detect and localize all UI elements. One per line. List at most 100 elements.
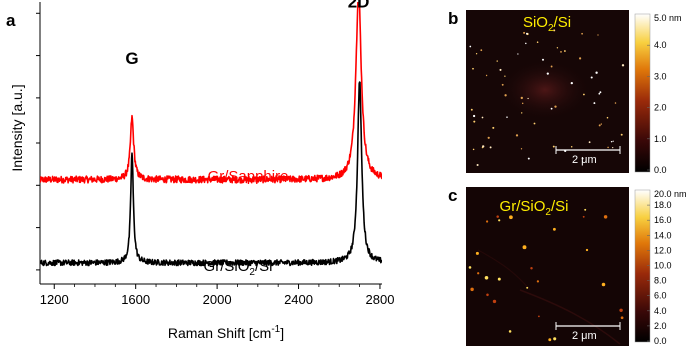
y-axis [36, 2, 41, 284]
afm-particle [536, 41, 539, 43]
afm-particle [504, 94, 507, 97]
afm-particle [533, 122, 536, 125]
peak-label-2d: 2D [348, 0, 370, 12]
colorbar-tick-label: 4.0 [654, 306, 667, 316]
afm-particle [484, 276, 489, 280]
afm-particle [563, 50, 566, 52]
afm-particle [520, 96, 523, 100]
afm-particle [619, 308, 623, 313]
afm-particle [499, 68, 502, 71]
afm-particle [610, 140, 613, 143]
afm-particle [620, 316, 624, 320]
colorbar-tick-label: 18.0 [654, 200, 672, 210]
afm-particle [492, 299, 497, 304]
colorbar-tick-label: 12.0 [654, 245, 672, 255]
colorbar-tick-label: 3.0 [654, 71, 667, 81]
afm-image-b-scale-label: 2 μm [572, 154, 597, 166]
afm-particle [550, 65, 553, 68]
afm-particle [621, 64, 625, 67]
afm-image-c-particles [468, 208, 624, 342]
afm-particle [556, 47, 559, 49]
colorbar-tick-label: 4.0 [654, 40, 667, 50]
y-axis-label: Intensity [a.u.] [9, 84, 25, 171]
afm-particle [579, 57, 582, 60]
colorbar-c-max-label: 20.0 nm [654, 189, 687, 199]
afm-particle [473, 120, 476, 123]
x-tick-label-2800: 2800 [366, 292, 395, 307]
colorbar-tick-label: 6.0 [654, 291, 667, 301]
afm-particle [468, 266, 472, 269]
colorbar-c: 20.0 nm 18.0 16.0 14.0 12.0 10.0 8.0 6.0 4.0 2.0… [634, 189, 687, 346]
afm-particle [599, 91, 602, 94]
afm-particle [508, 330, 512, 333]
afm-particle [560, 51, 562, 53]
afm-particle [553, 337, 557, 341]
afm-particle [470, 108, 473, 111]
afm-particle [472, 114, 476, 118]
afm-particle [570, 81, 573, 85]
afm-image-c: Gr/SiO2/Si 2 μm [466, 187, 629, 346]
afm-particle [548, 338, 552, 342]
afm-particle [612, 140, 614, 142]
afm-particle [521, 112, 523, 114]
afm-particle [504, 75, 506, 77]
afm-particle [515, 134, 519, 137]
x-axis [40, 283, 382, 289]
afm-particle [593, 102, 596, 105]
afm-particle [612, 146, 614, 149]
afm-particle [489, 146, 492, 149]
afm-particle [581, 32, 583, 35]
afm-particle [521, 102, 524, 105]
afm-particle [509, 215, 513, 220]
afm-particle [498, 219, 501, 222]
afm-particle [475, 53, 478, 55]
afm-particle [477, 272, 480, 275]
colorbar-tick-label: 2.0 [654, 321, 667, 331]
afm-image-b-title: SiO2/Si [523, 14, 571, 34]
colorbar-tick-label: 8.0 [654, 276, 667, 286]
afm-particle [553, 29, 556, 32]
afm-particle [554, 105, 557, 108]
afm-particle [588, 141, 591, 144]
afm-particle [501, 83, 504, 86]
series-label-gr-sapphire: Gr/Sapphire [208, 168, 289, 185]
afm-particle [526, 32, 528, 35]
afm-particle [597, 34, 599, 36]
afm-particle [472, 67, 474, 70]
afm-image-c-wrinkle [519, 289, 621, 345]
afm-particle [595, 71, 598, 74]
afm-particle [570, 145, 573, 148]
panel-label-a: a [6, 11, 16, 30]
colorbar-tick-label: 0.0 [654, 165, 667, 175]
afm-particle [537, 315, 540, 318]
afm-particle [527, 157, 530, 160]
colorbar-tick-label: 14.0 [654, 230, 672, 240]
afm-particle [522, 245, 527, 250]
afm-particle [582, 215, 585, 218]
afm-particle [486, 220, 489, 223]
afm-particle [527, 97, 529, 100]
afm-particle [480, 49, 483, 52]
afm-particle [590, 76, 593, 79]
x-tick-label-2400: 2400 [284, 292, 313, 307]
x-axis-label: Raman Shift [cm-1] [168, 324, 284, 341]
afm-particle [581, 157, 584, 160]
peak-labels: G 2D [125, 0, 369, 68]
afm-particle [487, 136, 490, 139]
afm-particle [598, 92, 601, 95]
afm-particle [606, 116, 609, 119]
x-tick-labels: 1200 1600 2000 2400 2800 [40, 292, 395, 307]
afm-particle [481, 146, 484, 149]
afm-particle [582, 93, 585, 96]
afm-particle [506, 116, 508, 118]
afm-particle [614, 102, 617, 104]
raman-spectrum-chart: 1200 1600 2000 2400 2800 Raman Shift [cm-1] … [9, 0, 394, 341]
afm-particle [496, 60, 498, 62]
series-label-gr-sio2-si: Gr/SiO2/Si [204, 258, 273, 278]
afm-image-c-background [466, 187, 629, 346]
afm-particle [550, 107, 553, 110]
afm-particle [620, 133, 623, 136]
series-line-0 [40, 2, 382, 184]
afm-particle [481, 116, 484, 119]
